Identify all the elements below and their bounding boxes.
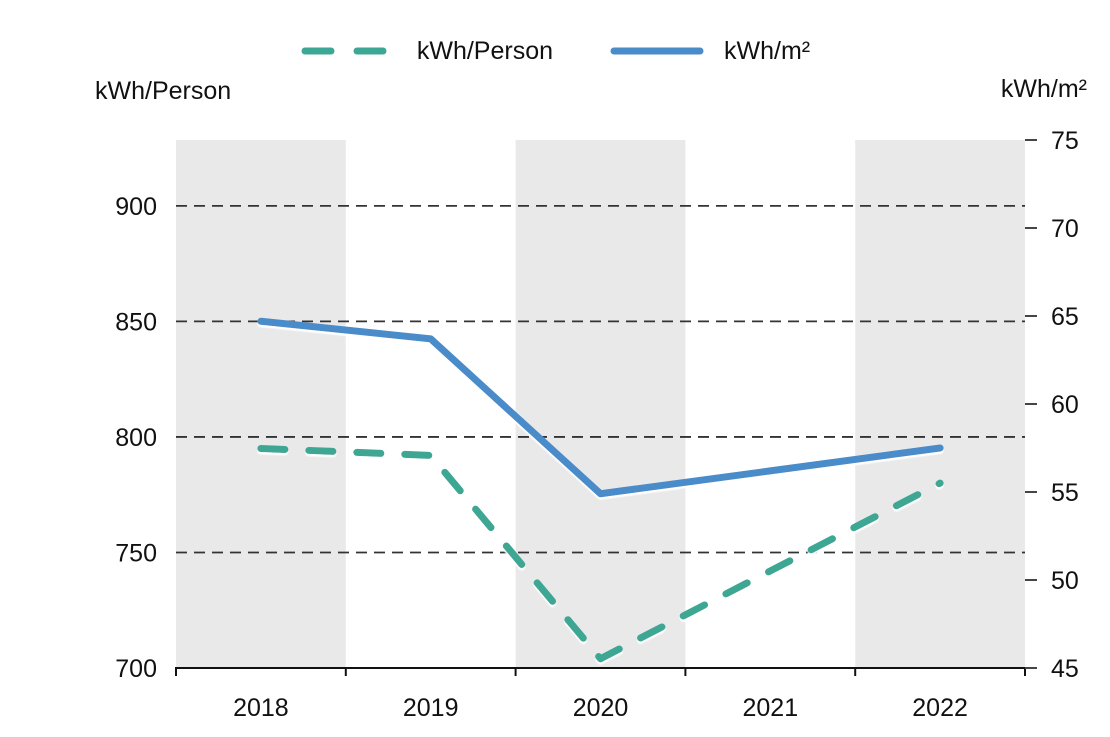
series-line-1: [257, 317, 944, 498]
right-tick-label-55: 55: [1051, 479, 1079, 507]
legend-item-kwh-person: kWh/Person: [300, 36, 553, 66]
left-tick-label-900: 900: [115, 193, 157, 221]
legend-label-kwh-person: kWh/Person: [416, 37, 554, 65]
axis-tick-labels: 900 850 800 750 700 75 70 65 60 55 50 45 2018 2019 202…: [115, 127, 1079, 722]
year-label-2019: 2019: [403, 694, 459, 722]
right-tick-label-45: 45: [1051, 655, 1079, 683]
left-tick-label-800: 800: [115, 424, 157, 452]
right-tick-label-65: 65: [1051, 303, 1079, 331]
year-label-2022: 2022: [912, 694, 968, 722]
horizontal-gridlines: [176, 204, 1025, 554]
alternating-year-bands: [176, 140, 1025, 668]
legend-label-kwh-m2: kWh/m²: [724, 37, 811, 65]
series-line-0: [257, 444, 944, 663]
right-tick-label-70: 70: [1051, 215, 1079, 243]
axis-lines-and-ticks: [175, 139, 1037, 676]
left-tick-label-700: 700: [115, 655, 157, 683]
solid-line-swatch: [610, 47, 704, 55]
band-2018: [176, 140, 346, 668]
left-tick-label-750: 750: [115, 539, 157, 567]
right-tick-label-60: 60: [1051, 391, 1079, 419]
legend-item-kwh-m2: kWh/m²: [609, 36, 810, 66]
year-label-2020: 2020: [573, 694, 629, 722]
year-label-2018: 2018: [233, 694, 289, 722]
dashed-line-swatch: [301, 47, 397, 55]
left-tick-label-850: 850: [115, 308, 157, 336]
year-label-2021: 2021: [742, 694, 798, 722]
left-axis-title: kWh/Person: [95, 77, 232, 105]
band-2022: [855, 140, 1025, 668]
legend: kWh/Person kWh/m²: [0, 36, 1110, 66]
right-axis-title: kWh/m²: [1000, 75, 1087, 103]
right-tick-label-50: 50: [1051, 567, 1079, 595]
right-tick-label-75: 75: [1051, 127, 1079, 155]
series-lines: [257, 317, 944, 663]
band-2020: [515, 140, 686, 668]
